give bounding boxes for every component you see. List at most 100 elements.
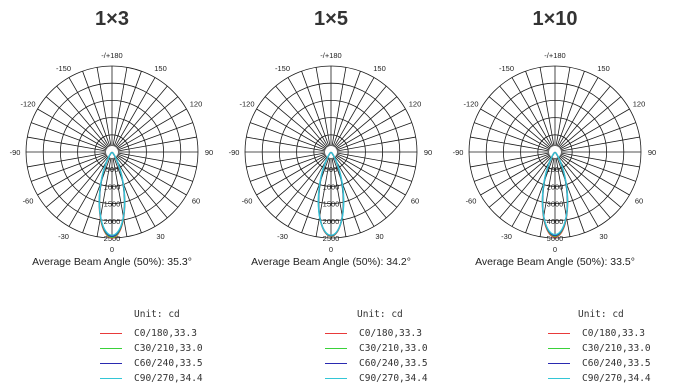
grid-spoke	[117, 122, 193, 151]
legend-item: C60/240,33.5	[548, 356, 651, 371]
grid-spoke	[37, 154, 108, 196]
grid-spoke	[480, 108, 551, 150]
legend-item: C90/270,34.4	[100, 371, 203, 386]
angle-label: -/+180	[544, 51, 565, 60]
grid-spoke	[336, 122, 412, 151]
legend-swatch	[325, 348, 347, 349]
grid-spoke	[557, 156, 599, 227]
legend-label: C30/210,33.0	[582, 343, 651, 354]
grid-spoke	[116, 96, 179, 149]
unit-label: Unit: cd	[578, 309, 624, 320]
chart-panel-1x3: 1×3 -/+180 150 120 90 60 30 0 -30 -60 -90 -120 -150…	[0, 0, 224, 392]
legend-item: C0/180,33.3	[100, 326, 203, 341]
grid-spoke	[275, 85, 328, 148]
polar-grid	[25, 65, 199, 239]
grid-spoke	[556, 157, 585, 233]
angle-label: -120	[239, 100, 254, 109]
grid-spoke	[45, 96, 108, 149]
radial-tick-label: 2000	[104, 217, 121, 226]
legend-item: C30/210,33.0	[100, 341, 203, 356]
grid-spoke	[560, 153, 636, 182]
grid-spoke	[56, 156, 109, 219]
radial-tick-label: 1000	[547, 165, 564, 174]
angle-label: 120	[190, 100, 203, 109]
grid-spoke	[112, 67, 128, 147]
grid-spoke	[335, 96, 398, 149]
series-curve	[98, 151, 126, 236]
grid-spoke	[558, 85, 611, 148]
grid-spoke	[113, 71, 142, 147]
grid-spoke	[559, 154, 630, 196]
grid-spoke	[116, 155, 179, 208]
grid-spoke	[27, 152, 107, 168]
radial-tick-label: 4000	[547, 217, 564, 226]
angle-label: 30	[375, 232, 383, 241]
legend-item: C0/180,33.3	[325, 326, 428, 341]
legend-swatch	[548, 378, 570, 379]
angle-label: 60	[192, 197, 200, 206]
angle-label: -90	[453, 148, 464, 157]
grid-spoke	[470, 136, 550, 152]
grid-spoke	[336, 136, 416, 152]
angle-label: 90	[424, 148, 432, 157]
legend-item: C30/210,33.0	[325, 341, 428, 356]
grid-spoke	[114, 156, 156, 227]
grid-spoke	[45, 155, 108, 208]
legend: C0/180,33.3 C30/210,33.0 C60/240,33.5 C90/2…	[325, 326, 428, 386]
legend-swatch	[100, 348, 122, 349]
grid-spoke	[275, 156, 328, 219]
grid-spoke	[559, 108, 630, 150]
series-curve	[317, 151, 345, 236]
legend-item: C60/240,33.5	[100, 356, 203, 371]
grid-spoke	[333, 77, 375, 148]
grid-spoke	[336, 152, 416, 168]
angle-label: -150	[499, 64, 514, 73]
grid-spoke	[246, 136, 326, 152]
legend-item: C60/240,33.5	[325, 356, 428, 371]
grid-spoke	[559, 96, 622, 149]
polar-chart: -/+180 150 120 90 60 30 0 -30 -60 -90 -120 -150 1000…	[453, 51, 657, 254]
grid-spoke	[474, 122, 550, 151]
chart-title: 1×10	[532, 8, 578, 30]
radial-tick-label: 5000	[547, 234, 564, 243]
radial-tick-label: 1500	[323, 200, 340, 209]
angle-label: -/+180	[320, 51, 341, 60]
angle-label: 90	[205, 148, 213, 157]
grid-spoke	[499, 85, 552, 148]
grid-spoke	[525, 157, 554, 233]
grid-spoke	[116, 154, 187, 196]
grid-spoke	[511, 156, 553, 227]
radial-tick-label: 2500	[323, 234, 340, 243]
grid-spoke	[560, 136, 640, 152]
legend-item: C0/180,33.3	[548, 326, 651, 341]
grid-spoke	[335, 155, 398, 208]
grid-spoke	[315, 157, 331, 237]
grid-spoke	[488, 96, 551, 149]
legend-swatch	[100, 333, 122, 334]
grid-spoke	[511, 77, 553, 148]
unit-label: Unit: cd	[134, 309, 180, 320]
grid-spoke	[560, 152, 640, 168]
angle-label: 120	[633, 100, 646, 109]
grid-spoke	[117, 136, 197, 152]
legend-label: C30/210,33.0	[359, 343, 428, 354]
angle-label: 30	[156, 232, 164, 241]
grid-spoke	[555, 157, 571, 237]
legend-item: C90/270,34.4	[325, 371, 428, 386]
grid-spoke	[113, 157, 142, 233]
grid-spoke	[114, 77, 156, 148]
polar-grid	[468, 65, 642, 239]
grid-spoke	[332, 71, 361, 147]
grid-spoke	[287, 156, 329, 227]
grid-spoke	[315, 67, 331, 147]
grid-spoke	[246, 152, 326, 168]
grid-spoke	[474, 153, 550, 182]
legend-label: C0/180,33.3	[134, 328, 197, 339]
radial-tick-label: 2000	[547, 182, 564, 191]
polar-chart: -/+180 150 120 90 60 30 0 -30 -60 -90 -120 -150 500 1…	[10, 51, 214, 254]
beam-angle-label: Average Beam Angle (50%): 33.5°	[475, 256, 635, 268]
legend-label: C90/270,34.4	[582, 373, 651, 384]
grid-spoke	[334, 156, 387, 219]
polar-chart: -/+180 150 120 90 60 30 0 -30 -60 -90 -120 -150 500 1…	[229, 51, 433, 254]
grid-spoke	[333, 156, 375, 227]
